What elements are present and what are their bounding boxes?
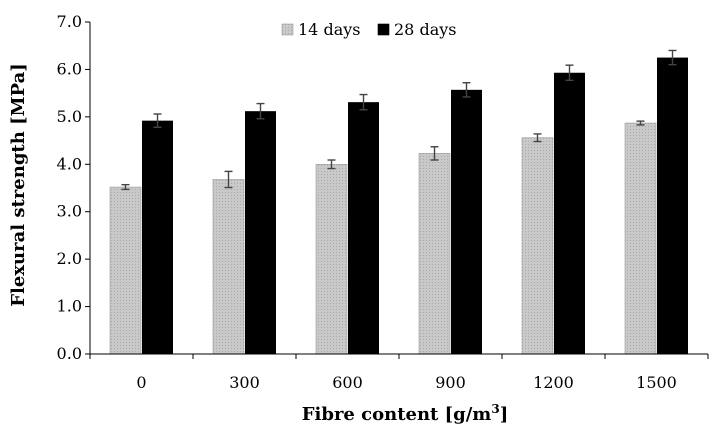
x-tick-label: 1500 (636, 373, 677, 392)
bar-28-days (657, 57, 688, 354)
x-tick-label: 1200 (533, 373, 574, 392)
legend-label-28-days: 28 days (394, 20, 456, 39)
bar-14-days (624, 122, 657, 355)
legend: 14 days 28 days (281, 20, 456, 39)
bar-28-days (245, 111, 276, 354)
bar-14-days (521, 137, 554, 355)
y-tick-label: 1.0 (57, 297, 82, 316)
bar-28-days (142, 120, 173, 354)
y-tick-label: 3.0 (57, 202, 82, 221)
x-tick-label: 0 (136, 373, 146, 392)
bar-14-days (109, 186, 142, 355)
bar-28-days (348, 102, 379, 354)
bar-14-days (315, 163, 348, 355)
x-tick-label: 600 (332, 373, 363, 392)
legend-label-14-days: 14 days (298, 20, 360, 39)
y-tick-label: 2.0 (57, 249, 82, 268)
y-tick-label: 4.0 (57, 154, 82, 173)
y-axis-title: Flexural strength [MPa] (8, 63, 29, 307)
x-tick-label: 300 (229, 373, 260, 392)
x-axis-title: Fibre content [g/m3] (302, 402, 509, 425)
bar-14-days (212, 179, 245, 355)
y-tick-label: 6.0 (57, 59, 82, 78)
y-tick-label: 5.0 (57, 107, 82, 126)
bar-28-days (451, 89, 482, 354)
y-tick-label: 7.0 (57, 12, 82, 31)
legend-swatch-28-days (377, 23, 390, 36)
y-tick-label: 0.0 (57, 344, 82, 363)
bar-28-days (554, 72, 585, 355)
x-tick-label: 900 (435, 373, 466, 392)
bar-14-days (418, 153, 451, 355)
legend-swatch-14-days (281, 23, 294, 36)
